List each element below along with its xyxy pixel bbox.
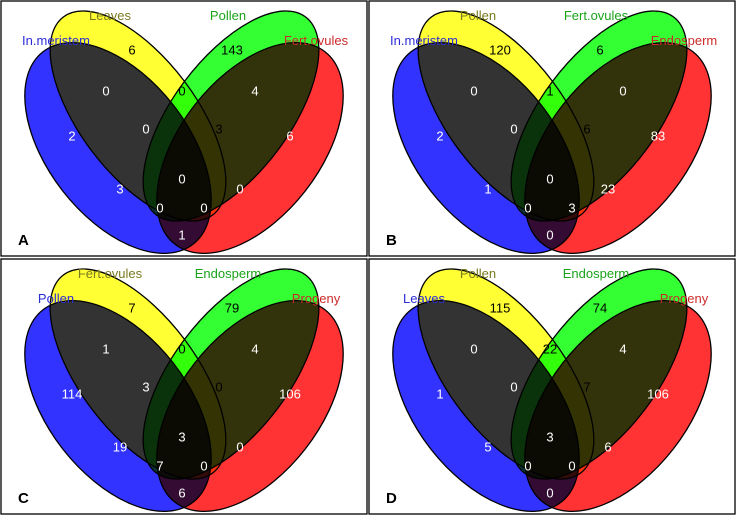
set-label-3: Endosperm [195, 266, 261, 281]
set-label-3: Endosperm [563, 266, 629, 281]
region-count-r234: 0 [215, 379, 222, 394]
set-label-4: Endosperm [651, 33, 717, 48]
region-count-r1234: 0 [546, 171, 553, 186]
set-label-1: In.meristem [390, 33, 458, 48]
region-count-only-2: 6 [128, 42, 135, 57]
region-count-r124: 0 [156, 200, 163, 215]
region-count-r134: 0 [200, 200, 207, 215]
region-count-only-2: 115 [490, 300, 511, 315]
set-label-4: Fert.ovules [284, 33, 349, 48]
region-count-r14: 1 [178, 227, 185, 242]
set-label-1: Pollen [38, 291, 74, 306]
region-count-only-1: 114 [62, 386, 83, 401]
venn-panel-c: Pollen Fert.ovules Endosperm Progeny 114 7 79 1… [0, 240, 380, 515]
region-count-r12: 0 [470, 83, 477, 98]
set-label-1: Leaves [403, 291, 445, 306]
region-count-r123: 0 [510, 121, 517, 136]
region-count-only-4: 106 [279, 386, 301, 401]
region-count-r34: 4 [251, 83, 258, 98]
region-count-r34: 0 [619, 83, 626, 98]
region-count-r34: 4 [619, 341, 626, 356]
region-count-only-2: 120 [489, 42, 511, 57]
panel-letter: C [18, 490, 29, 507]
region-count-r124: 7 [156, 458, 163, 473]
region-count-r123: 0 [142, 121, 149, 136]
region-count-r134: 3 [568, 200, 575, 215]
region-count-only-3: 6 [596, 42, 603, 57]
region-count-only-4: 83 [651, 128, 665, 143]
region-count-r23: 0 [178, 341, 185, 356]
region-count-r23: 22 [543, 341, 557, 356]
region-count-r234: 3 [215, 121, 222, 136]
region-count-only-4: 6 [286, 128, 293, 143]
set-label-2: Fert.ovules [78, 266, 143, 281]
region-count-only-1: 2 [436, 128, 443, 143]
venn-ellipses [0, 240, 380, 515]
region-count-r1234: 3 [178, 429, 185, 444]
region-count-r14: 0 [546, 485, 553, 500]
region-count-r124: 0 [524, 200, 531, 215]
set-label-4: Progeny [660, 291, 709, 306]
region-count-r134: 0 [200, 458, 207, 473]
venn-ellipses [356, 240, 737, 515]
region-count-r14: 0 [546, 227, 553, 242]
region-count-r23: 0 [178, 83, 185, 98]
region-count-r23: 1 [546, 83, 553, 98]
panel-letter: A [18, 232, 29, 249]
set-label-2: Pollen [460, 8, 496, 23]
region-count-only-2: 7 [128, 300, 135, 315]
set-label-3: Pollen [210, 8, 246, 23]
venn-diagram-grid: In.meristemLeaves PollenFert.ovules26 1436… [0, 0, 737, 515]
region-count-r234: 6 [583, 121, 590, 136]
region-count-r134: 0 [568, 458, 575, 473]
region-count-r13: 19 [113, 439, 127, 454]
region-count-only-1: 2 [68, 128, 75, 143]
region-count-r24: 23 [601, 181, 615, 196]
region-count-r1234: 0 [178, 171, 185, 186]
region-count-only-3: 79 [225, 300, 239, 315]
set-label-4: Progeny [292, 291, 341, 306]
set-label-3: Fert.ovules [564, 8, 629, 23]
region-count-r12: 0 [102, 83, 109, 98]
region-count-r1234: 3 [546, 429, 553, 444]
region-count-only-4: 106 [647, 386, 669, 401]
region-count-r24: 6 [604, 439, 611, 454]
set-label-2: Pollen [460, 266, 496, 281]
region-count-r24: 0 [236, 439, 243, 454]
region-count-r34: 4 [251, 341, 258, 356]
region-count-only-3: 74 [593, 300, 607, 315]
set-label-1: In.meristem [22, 33, 90, 48]
region-count-r12: 1 [102, 341, 109, 356]
region-count-r124: 0 [524, 458, 531, 473]
region-count-r13: 5 [484, 439, 491, 454]
region-count-only-3: 143 [221, 42, 243, 57]
region-count-r13: 3 [116, 181, 123, 196]
region-count-r13: 1 [484, 181, 491, 196]
region-count-only-1: 1 [436, 386, 443, 401]
region-count-r234: 7 [583, 379, 590, 394]
region-count-r123: 0 [510, 379, 517, 394]
venn-figure: In.meristem Leaves Pollen Fert.ovules 2 6 143 6… [0, 0, 737, 515]
region-count-r12: 0 [470, 341, 477, 356]
panel-letter: D [386, 490, 397, 507]
panel-letter: B [386, 232, 397, 249]
set-label-2: Leaves [89, 8, 131, 23]
region-count-r24: 0 [236, 181, 243, 196]
region-count-r14: 6 [178, 485, 185, 500]
region-count-r123: 3 [142, 379, 149, 394]
